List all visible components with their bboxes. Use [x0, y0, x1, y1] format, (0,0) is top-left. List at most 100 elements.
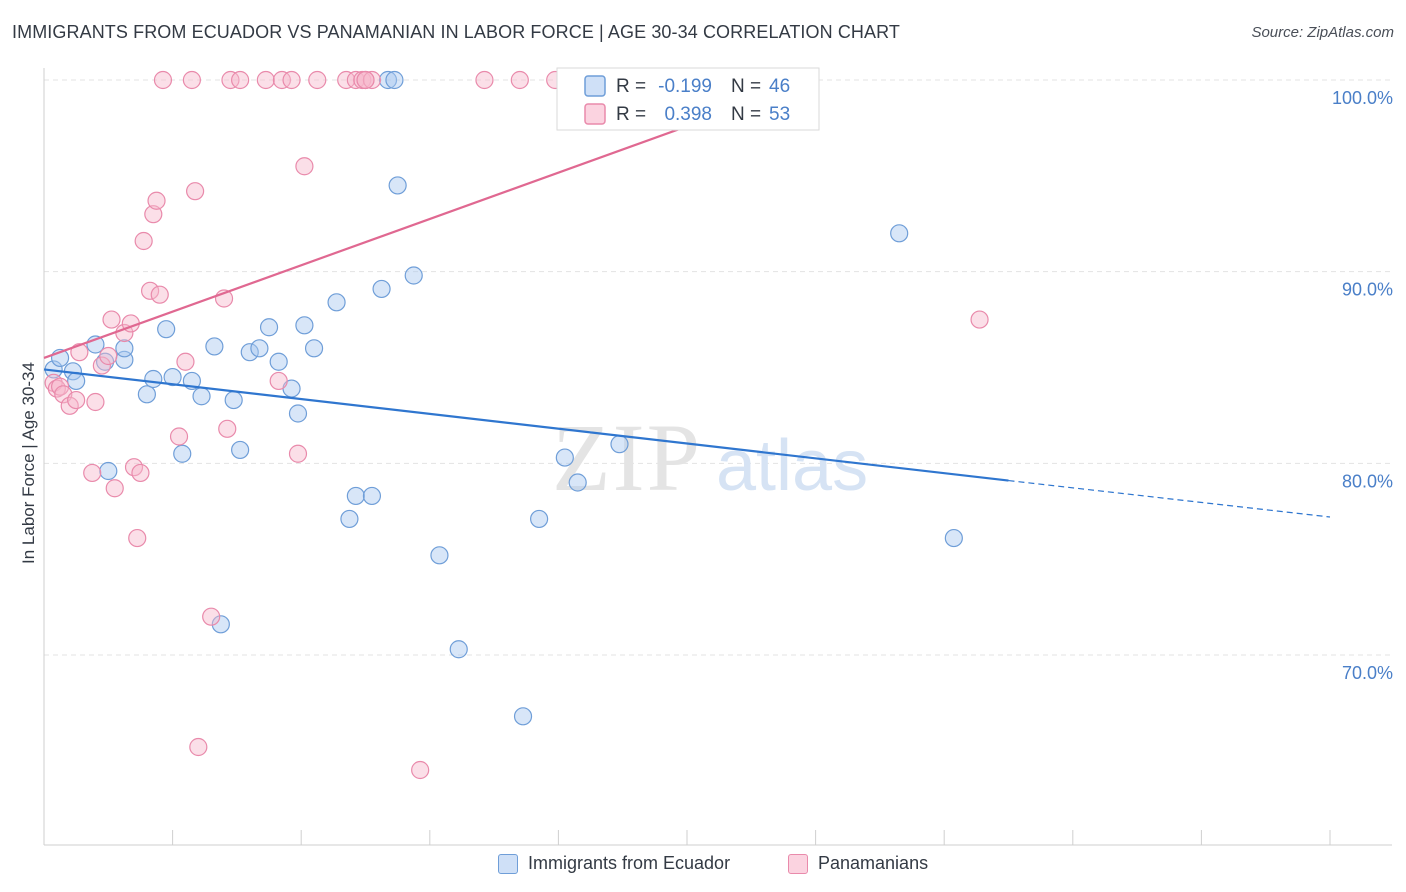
- point-panamanians: [92, 356, 111, 375]
- point-ecuador: [205, 337, 224, 356]
- point-ecuador: [144, 369, 163, 389]
- point-ecuador: [231, 440, 250, 460]
- point-panamanians: [176, 352, 195, 371]
- point-panamanians: [337, 70, 356, 90]
- point-ecuador: [250, 339, 269, 358]
- point-panamanians: [202, 607, 221, 626]
- point-panamanians: [256, 70, 275, 90]
- point-ecuador: [340, 509, 359, 529]
- point-panamanians: [186, 182, 205, 201]
- point-panamanians: [970, 310, 989, 329]
- point-ecuador: [944, 528, 963, 548]
- stats-legend: R = -0.199 N = 46 R = 0.398 N = 53: [556, 67, 820, 131]
- y-axis-label-group: In Labor Force | Age 30-34: [19, 362, 38, 564]
- point-ecuador: [610, 435, 629, 454]
- point-ecuador: [449, 640, 468, 659]
- point-ecuador: [99, 461, 118, 481]
- bottom-legend: Immigrants from Ecuador Panamanians: [0, 850, 1406, 880]
- point-panamanians: [221, 70, 240, 90]
- y-tick-label: 90.0%: [1342, 280, 1393, 300]
- point-ecuador: [224, 390, 243, 410]
- source-label: Source: ZipAtlas.com: [1251, 24, 1394, 41]
- point-ecuador: [346, 486, 365, 506]
- point-panamanians: [288, 444, 308, 463]
- point-ecuador: [385, 70, 404, 90]
- axes: [43, 68, 1392, 846]
- point-ecuador: [157, 320, 176, 339]
- point-panamanians: [99, 346, 118, 366]
- point-panamanians: [475, 70, 494, 90]
- point-panamanians: [362, 70, 382, 90]
- watermark: ZIP atlas: [552, 404, 868, 511]
- point-panamanians: [272, 70, 292, 90]
- stats-n-value: 46: [769, 76, 790, 97]
- point-ecuador: [288, 404, 308, 423]
- point-panamanians: [308, 70, 327, 90]
- point-ecuador: [513, 707, 533, 726]
- trend-line-ecuador-extrapolated: [1008, 479, 1331, 518]
- data-points: [44, 70, 989, 780]
- chart-title: IMMIGRANTS FROM ECUADOR VS PANAMANIAN IN…: [12, 22, 901, 42]
- point-ecuador: [568, 473, 587, 492]
- point-ecuador: [362, 486, 382, 506]
- point-ecuador: [530, 509, 549, 529]
- point-panamanians: [140, 281, 160, 300]
- point-panamanians: [70, 343, 89, 362]
- point-ecuador: [890, 224, 909, 243]
- y-tick-label: 100.0%: [1332, 88, 1393, 108]
- stats-n-label: N =: [731, 76, 761, 97]
- stats-n-value: 53: [769, 104, 790, 125]
- point-ecuador: [137, 385, 156, 404]
- point-ecuador: [173, 444, 192, 463]
- point-ecuador: [295, 316, 314, 335]
- point-panamanians: [153, 70, 173, 90]
- y-tick-label: 80.0%: [1342, 471, 1393, 491]
- point-ecuador: [388, 176, 407, 195]
- point-ecuador: [304, 339, 324, 358]
- point-panamanians: [356, 70, 375, 90]
- point-panamanians: [295, 157, 314, 176]
- tick-labels: 100.0%90.0%80.0%70.0%0.0%40.0%: [1332, 88, 1393, 683]
- legend-item-panamanians[interactable]: Panamanians: [788, 853, 928, 874]
- point-panamanians: [67, 390, 86, 410]
- point-panamanians: [102, 310, 121, 329]
- stats-r-value: -0.199: [658, 76, 712, 97]
- point-panamanians: [147, 191, 166, 210]
- point-panamanians: [346, 70, 365, 90]
- point-panamanians: [150, 285, 169, 304]
- point-ecuador: [259, 318, 279, 337]
- point-ecuador: [555, 448, 574, 467]
- stats-swatch-pink: [584, 103, 606, 125]
- point-ecuador: [163, 367, 182, 387]
- scatter-chart: ZIP atlas In Labor Force | Age 30-34 100…: [19, 67, 1393, 846]
- point-panamanians: [134, 231, 153, 251]
- stats-n-label: N =: [731, 104, 761, 125]
- point-panamanians: [510, 70, 529, 90]
- point-panamanians: [182, 70, 201, 90]
- point-panamanians: [86, 392, 105, 412]
- point-ecuador: [115, 339, 134, 358]
- point-ecuador: [372, 279, 391, 299]
- y-tick-label: 70.0%: [1342, 663, 1393, 683]
- legend-label-panamanians: Panamanians: [818, 853, 929, 873]
- legend-item-ecuador[interactable]: Immigrants from Ecuador: [498, 853, 730, 874]
- point-ecuador: [269, 352, 288, 371]
- point-panamanians: [105, 479, 124, 498]
- point-ecuador: [378, 70, 398, 90]
- point-panamanians: [83, 463, 102, 483]
- point-panamanians: [231, 70, 250, 90]
- point-ecuador: [404, 266, 423, 285]
- point-ecuador: [327, 293, 346, 312]
- grid-lines: [44, 79, 1392, 656]
- point-panamanians: [282, 70, 301, 90]
- point-ecuador: [211, 615, 230, 634]
- point-panamanians: [189, 737, 208, 757]
- stats-swatch-blue: [584, 75, 606, 97]
- stats-r-value: 0.398: [664, 104, 712, 125]
- stats-r-label: R =: [616, 76, 646, 97]
- legend-swatch-blue: [498, 853, 518, 874]
- stats-r-label: R =: [616, 104, 646, 125]
- point-panamanians: [411, 760, 430, 780]
- point-ecuador: [67, 371, 86, 391]
- point-ecuador: [192, 387, 211, 406]
